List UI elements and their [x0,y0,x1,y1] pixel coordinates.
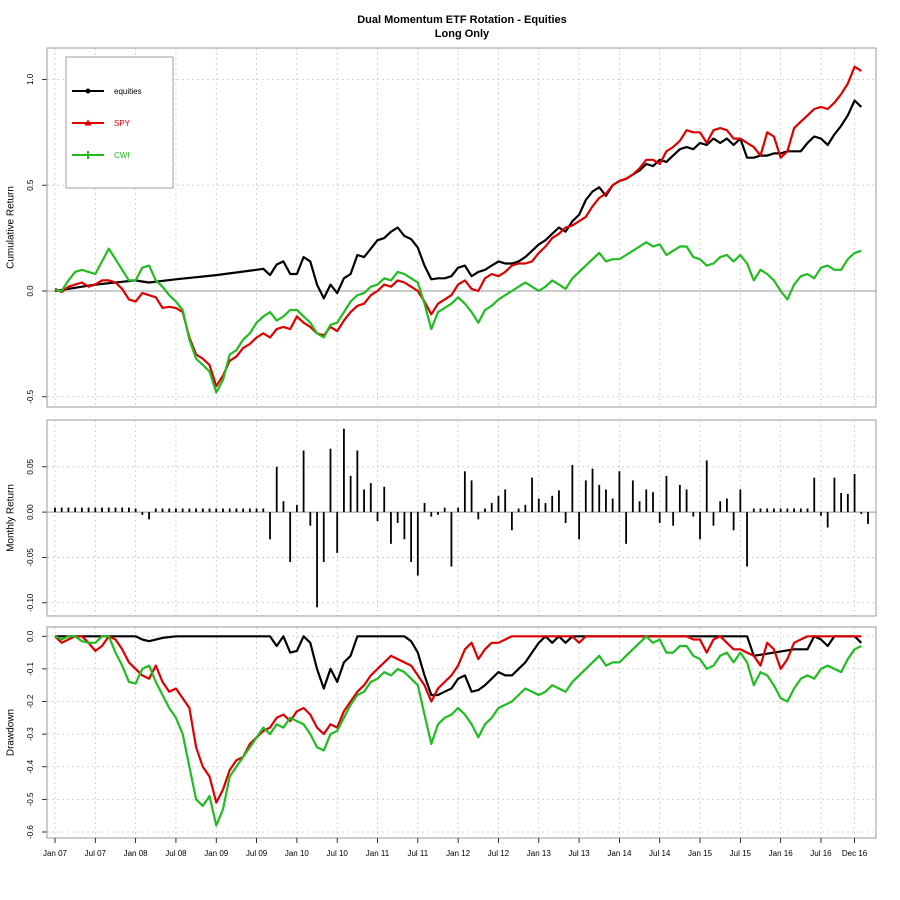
x-tick-label-6: Jan 10 [285,849,310,858]
series-line-equities [55,635,863,697]
x-tick-label-20: Dec 16 [842,849,868,858]
panel-0: -0.5 0.0 0.5 1.0 Cumulative Return [6,47,877,408]
y-tick-label-3: -0.3 [26,727,35,741]
legend-entry-spy: SPY [72,119,131,128]
y-axis-label-2: Drawdown [6,709,17,756]
panel-1: -0.10 -0.05 0.00 0.05 Monthly Return [6,419,877,617]
series-line-spy [54,635,862,804]
x-tick-label-13: Jul 13 [568,849,590,858]
x-tick-label-15: Jul 14 [649,849,671,858]
y-tick-label-2: -0.4 [26,759,35,773]
y-tick-label-3: 0.05 [26,458,35,474]
chart-title: Dual Momentum ETF Rotation - Equities [357,14,567,26]
x-tick-label-3: Jul 08 [165,849,187,858]
panel-border-2 [46,626,877,839]
y-tick-label-0: -0.6 [26,825,35,839]
y-tick-label-1: -0.05 [26,548,35,567]
y-axis-label-1: Monthly Return [6,484,17,552]
y-tick-label-0: -0.5 [26,389,35,403]
x-tick-label-9: Jul 11 [407,849,428,858]
legend-marker-circle [85,88,91,94]
x-tick-label-19: Jul 16 [810,849,832,858]
x-tick-label-5: Jul 09 [246,849,268,858]
panel-2: -0.6 -0.5 -0.4 -0.3 -0.2 -0.1 0.0 Drawdown [6,626,877,839]
y-tick-label-6: 0.0 [26,630,35,642]
series-line-cwi [54,635,862,827]
y-axis-label-0: Cumulative Return [6,186,17,269]
x-tick-label-17: Jul 15 [730,849,752,858]
panel-border-1 [46,419,877,617]
chart-subtitle: Long Only [435,28,490,40]
x-axis: Jan 07 Jul 07 Jan 08 Jul 08 Jan 09 Jul 09 Jan … [43,838,868,858]
y-tick-label-5: -0.1 [26,661,35,675]
y-tick-label-3: 1.0 [26,73,35,85]
x-tick-label-18: Jan 16 [769,849,794,858]
legend: equities SPY CWI [65,56,174,189]
series-line-cwi [54,241,862,394]
y-tick-label-2: 0.00 [26,504,35,520]
x-tick-label-0: Jan 07 [43,849,68,858]
series-line-equities [54,99,863,300]
x-tick-label-14: Jan 14 [607,849,632,858]
y-tick-label-0: -0.10 [26,593,35,612]
legend-label-equities: equities [114,87,142,96]
x-tick-label-12: Jan 13 [527,849,552,858]
x-tick-label-10: Jan 12 [446,849,471,858]
x-tick-label-1: Jul 07 [85,849,107,858]
x-tick-label-7: Jul 10 [327,849,349,858]
y-tick-label-2: 0.5 [26,179,35,191]
legend-label-cwi: CWI [114,151,130,160]
y-tick-label-1: 0.0 [26,285,35,297]
x-tick-label-16: Jan 15 [688,849,713,858]
legend-marker-triangle [84,119,92,126]
legend-entry-equities: equities [72,87,142,96]
panels-group: -0.5 0.0 0.5 1.0 Cumulative Return -0.10 -0.05… [6,47,877,839]
panel-border-0 [46,47,877,408]
x-tick-label-4: Jan 09 [204,849,229,858]
x-tick-label-8: Jan 11 [366,849,390,858]
y-tick-label-4: -0.2 [26,694,35,708]
x-tick-label-2: Jan 08 [124,849,149,858]
x-tick-label-11: Jul 12 [488,849,510,858]
legend-entry-cwi: CWI [72,151,130,160]
legend-label-spy: SPY [114,119,131,128]
y-tick-label-1: -0.5 [26,792,35,806]
